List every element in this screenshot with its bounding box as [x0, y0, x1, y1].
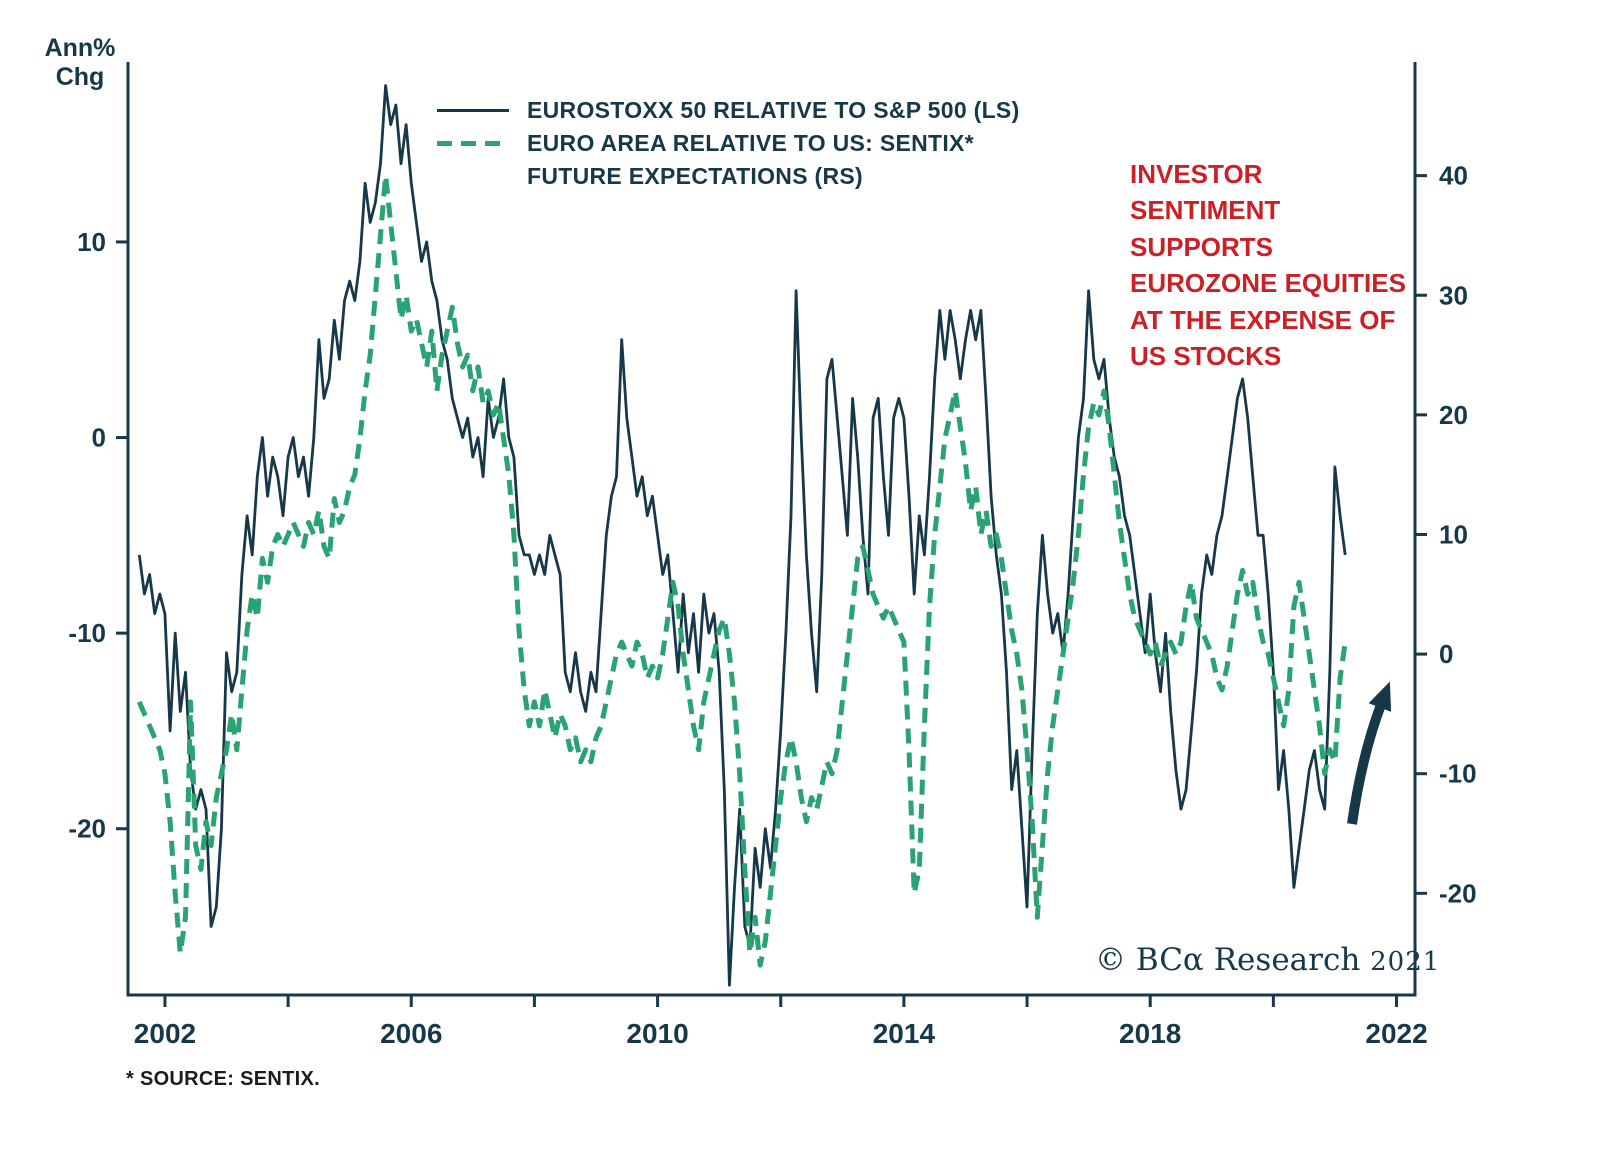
- svg-text:20: 20: [1439, 400, 1468, 430]
- svg-text:-10: -10: [1439, 759, 1477, 789]
- legend-label-series1: EUROSTOXX 50 RELATIVE TO S&P 500 (LS): [527, 97, 1020, 123]
- svg-text:-20: -20: [1439, 878, 1477, 908]
- solid-line-sample-icon: [437, 109, 509, 112]
- svg-text:2006: 2006: [380, 1018, 442, 1049]
- chart-legend: EUROSTOXX 50 RELATIVE TO S&P 500 (LS) EU…: [437, 94, 1020, 193]
- source-footnote: * SOURCE: SENTIX.: [126, 1068, 321, 1090]
- svg-text:10: 10: [77, 227, 106, 257]
- legend-label-series2-line1: EURO AREA RELATIVE TO US: SENTIX*: [527, 130, 974, 156]
- svg-text:2010: 2010: [626, 1018, 688, 1049]
- legend-label-series2-line2: FUTURE EXPECTATIONS (RS): [527, 163, 864, 189]
- svg-text:30: 30: [1439, 280, 1468, 310]
- left-axis-title-line1: Ann%: [44, 34, 116, 62]
- legend-row-series1: EUROSTOXX 50 RELATIVE TO S&P 500 (LS): [437, 94, 1020, 127]
- svg-text:2014: 2014: [873, 1018, 936, 1049]
- svg-text:-20: -20: [68, 814, 106, 844]
- svg-text:40: 40: [1439, 161, 1468, 191]
- copyright-main: © BCα Research: [1095, 942, 1371, 978]
- annotation-text: INVESTOR SENTIMENT SUPPORTS EUROZONE EQU…: [1130, 159, 1406, 371]
- legend-row-series2: EURO AREA RELATIVE TO US: SENTIX*: [437, 127, 1020, 160]
- copyright-year: 2021: [1370, 947, 1441, 977]
- svg-text:10: 10: [1439, 519, 1468, 549]
- svg-text:2022: 2022: [1365, 1018, 1427, 1049]
- copyright: © BCα Research 2021: [1095, 942, 1440, 978]
- svg-text:0: 0: [92, 423, 106, 453]
- svg-text:2018: 2018: [1119, 1018, 1181, 1049]
- dashed-line-sample-icon: [437, 141, 509, 146]
- svg-text:-10: -10: [68, 618, 106, 648]
- legend-row-series2-cont: FUTURE EXPECTATIONS (RS): [437, 160, 1020, 193]
- left-axis-title-line2: Chg: [55, 62, 105, 91]
- left-axis-title: Ann% Chg: [40, 34, 120, 92]
- svg-text:0: 0: [1439, 639, 1453, 669]
- svg-text:2002: 2002: [134, 1018, 196, 1049]
